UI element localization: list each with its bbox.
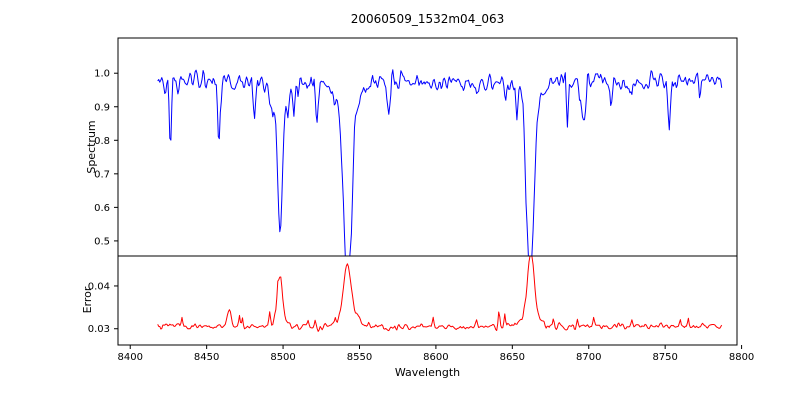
error-line [157, 256, 723, 332]
x-tick-label: 8550 [347, 352, 372, 363]
x-tick-label: 8800 [729, 352, 754, 363]
x-tick-label: 8400 [118, 352, 143, 363]
y-tick-label: 0.04 [88, 281, 110, 292]
spectrum-panel-border [117, 37, 738, 257]
y-tick-label: 0.7 [94, 169, 110, 180]
y-tick-label: 0.5 [94, 236, 110, 247]
y-tick-label: 0.9 [94, 102, 110, 113]
x-tick-label: 8650 [500, 352, 525, 363]
y-tick-label: 0.03 [88, 324, 110, 335]
wavelength-axis-label: Wavelength [394, 366, 461, 379]
x-tick-label: 8600 [423, 352, 448, 363]
x-tick-label: 8750 [652, 352, 677, 363]
y-tick-label: 0.6 [94, 203, 110, 214]
chart-title: 20060509_1532m04_063 [350, 12, 505, 26]
y-tick-label: 1.0 [94, 69, 110, 80]
error-panel-border [117, 255, 738, 346]
spectrum-line [157, 69, 723, 256]
x-tick-label: 8450 [194, 352, 219, 363]
y-tick-label: 0.8 [94, 136, 110, 147]
x-tick-label: 8500 [270, 352, 295, 363]
x-tick-label: 8700 [576, 352, 601, 363]
